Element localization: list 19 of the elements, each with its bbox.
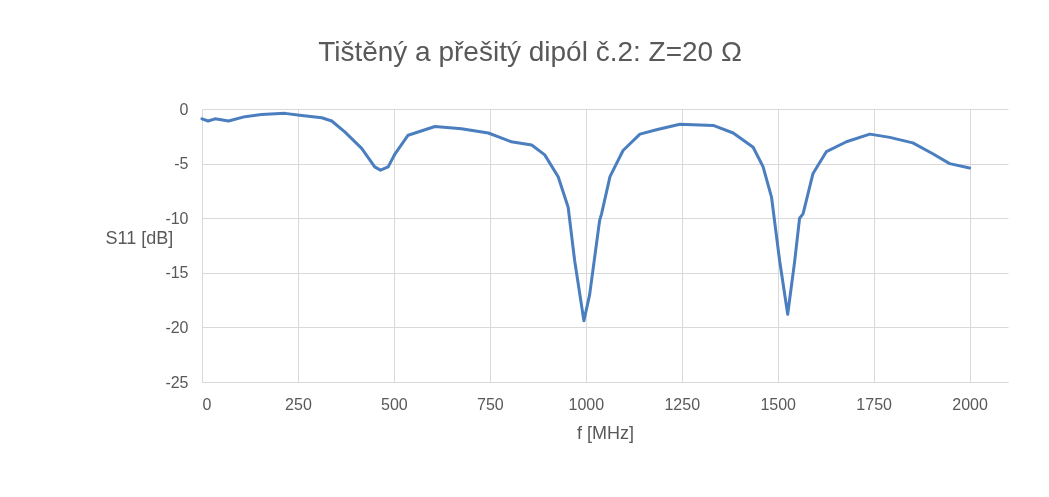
chart-title: Tištěný a přešitý dipól č.2: Z=20 Ω (318, 36, 742, 67)
y-axis-title: S11 [dB] (105, 227, 174, 248)
y-tick-label: -25 (165, 373, 189, 391)
y-tick-label: 0 (179, 100, 189, 118)
y-tick-label: -20 (165, 318, 189, 336)
x-tick-label: 750 (477, 395, 504, 413)
y-tick-label: -15 (165, 264, 189, 282)
x-tick-label: 1000 (568, 395, 605, 413)
x-tick-label: 500 (381, 395, 408, 413)
x-tick-label: 1500 (760, 395, 797, 413)
y-tick-label: -5 (174, 155, 189, 173)
x-tick-label: 0 (202, 395, 212, 413)
y-tick-label: -10 (165, 209, 189, 227)
x-tick-label: 250 (285, 395, 312, 413)
x-tick-label: 1750 (856, 395, 893, 413)
line-series (200, 111, 972, 323)
x-tick-label: 1250 (664, 395, 701, 413)
x-axis-title: f [MHz] (577, 422, 634, 443)
x-tick-label: 2000 (952, 395, 989, 413)
